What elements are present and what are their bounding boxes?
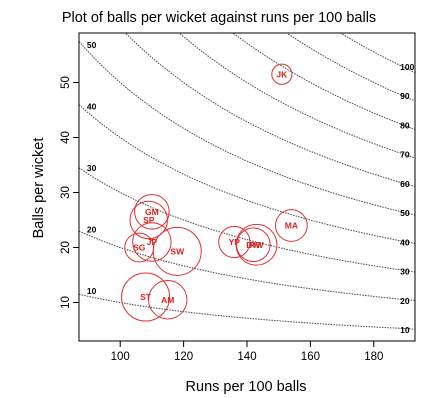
contour-line-20 — [79, 230, 415, 301]
contour-line-90 — [285, 33, 415, 102]
contour-line-10 — [79, 293, 415, 330]
contour-lines — [79, 33, 415, 330]
contour-label-left: 30 — [87, 163, 97, 173]
contour-label-right: 10 — [400, 325, 410, 335]
contour-label-right: 70 — [400, 150, 410, 160]
x-tick-label: 100 — [111, 351, 130, 363]
chart-title: Plot of balls per wicket against runs pe… — [62, 10, 376, 26]
contour-label-left: 50 — [87, 40, 97, 50]
point-label-YP: YP — [229, 237, 241, 247]
y-tick-label: 50 — [60, 76, 72, 89]
contour-line-50 — [79, 41, 415, 216]
contour-label-right: 30 — [400, 267, 410, 277]
point-label-SW: SW — [170, 246, 185, 256]
bubble-GM — [134, 193, 170, 230]
x-tick-label: 160 — [301, 351, 320, 363]
y-axis-label: Balls per wicket — [31, 138, 47, 239]
contour-label-left: 10 — [87, 286, 97, 296]
x-tick-label: 180 — [364, 351, 383, 363]
contour-label-right: 90 — [400, 91, 410, 101]
contour-line-30 — [79, 167, 415, 273]
y-tick-label: 30 — [60, 186, 72, 199]
y-tick-label: 20 — [60, 241, 72, 254]
bubble-MA — [275, 209, 308, 242]
contour-label-right: 50 — [400, 208, 410, 218]
point-label-SP: SP — [143, 215, 155, 225]
x-tick-label: 120 — [174, 351, 193, 363]
bubble-ST — [121, 272, 171, 322]
point-label-GM: GM — [145, 207, 159, 217]
point-label-MA: MA — [285, 221, 298, 231]
contour-label-right: 20 — [400, 296, 410, 306]
point-label-JK: JK — [276, 69, 288, 79]
bubble-RW — [235, 223, 278, 266]
contour-label-right: 100 — [400, 62, 414, 72]
contour-labels: 10 20 30 40 50 10 20 30 40 50 60 70 80 90 100 — [87, 40, 415, 335]
contour-label-right: 80 — [400, 120, 410, 130]
bubble-SP — [129, 200, 168, 240]
contour-label-right: 40 — [400, 237, 410, 247]
point-label-RW: RW — [250, 240, 265, 250]
point-label-SG: SG — [133, 243, 146, 253]
contour-label-left: 40 — [87, 102, 97, 112]
contour-label-left: 20 — [87, 225, 97, 235]
bubble-YP — [218, 225, 251, 259]
bubble-JP — [132, 222, 172, 262]
y-tick-label: 10 — [60, 296, 72, 309]
x-axis: 100 120 140 160 180 — [111, 341, 383, 363]
y-axis: 10 20 30 40 50 — [60, 76, 79, 309]
contour-line-100 — [339, 33, 415, 73]
bubble-AM — [148, 280, 188, 320]
point-label-DW: DW — [246, 240, 261, 250]
contour-line-70 — [178, 33, 415, 159]
contour-line-60 — [124, 33, 415, 187]
bubble-SW — [152, 226, 202, 276]
point-label-AM: AM — [161, 295, 174, 305]
contour-label-right: 60 — [400, 179, 410, 189]
y-tick-label: 40 — [60, 131, 72, 144]
x-tick-label: 140 — [237, 351, 256, 363]
point-label-ST: ST — [140, 292, 152, 302]
contour-line-80 — [232, 33, 415, 130]
x-axis-label: Runs per 100 balls — [186, 379, 307, 395]
bubble-JK — [271, 63, 293, 85]
contour-line-40 — [79, 104, 415, 244]
plot-frame — [78, 32, 416, 342]
